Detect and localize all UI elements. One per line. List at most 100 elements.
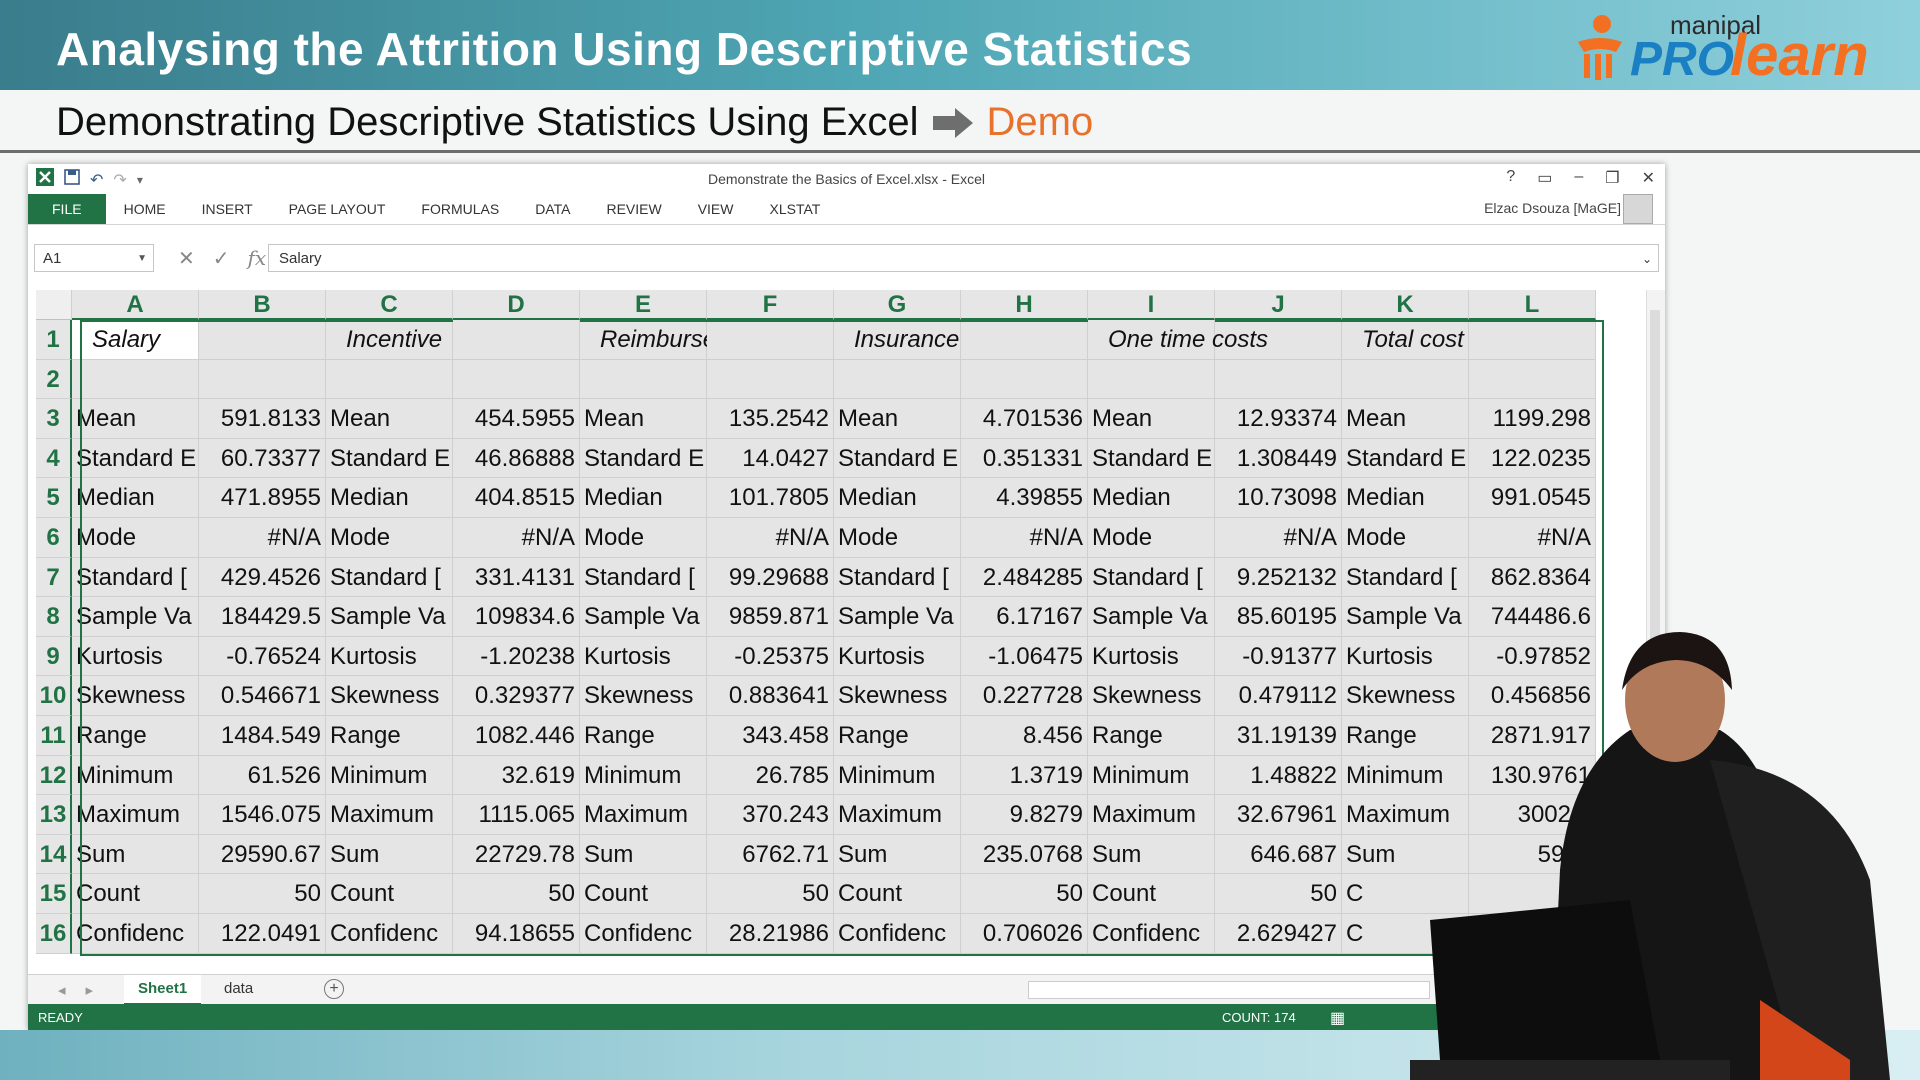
- select-all-corner[interactable]: [36, 290, 72, 320]
- cell[interactable]: Median: [1342, 478, 1469, 518]
- cell[interactable]: 1.48822: [1215, 755, 1342, 796]
- cell[interactable]: 2.484285: [961, 557, 1088, 598]
- cell[interactable]: Median: [1088, 478, 1215, 518]
- cell[interactable]: 0.706026: [961, 913, 1088, 954]
- undo-icon[interactable]: ↶: [90, 171, 104, 189]
- column-header-l[interactable]: L: [1469, 290, 1596, 320]
- cell[interactable]: 46.86888: [453, 438, 580, 479]
- cell[interactable]: Sum: [1088, 834, 1215, 875]
- cell[interactable]: 0.546671: [199, 676, 326, 716]
- scroll-thumb[interactable]: [1650, 310, 1660, 870]
- cell[interactable]: 235.0768: [961, 834, 1088, 875]
- cell[interactable]: 0.883641: [707, 676, 834, 716]
- cell[interactable]: Standard E: [1088, 438, 1215, 479]
- customize-qat-icon[interactable]: ▾: [136, 172, 143, 187]
- cell[interactable]: [453, 359, 580, 400]
- cell[interactable]: Mode: [834, 517, 961, 558]
- restore-icon[interactable]: ❐: [1605, 170, 1620, 187]
- cell[interactable]: [199, 320, 326, 360]
- column-header-a[interactable]: A: [72, 290, 199, 320]
- cell[interactable]: 9.252132: [1215, 557, 1342, 598]
- cell[interactable]: Kurtosis: [1342, 636, 1469, 677]
- redo-icon[interactable]: ↷: [113, 171, 127, 189]
- cell[interactable]: 404.8515: [453, 478, 580, 518]
- cell[interactable]: [72, 359, 199, 400]
- cell[interactable]: Mean: [580, 399, 707, 439]
- cell[interactable]: #N/A: [707, 517, 834, 558]
- cell[interactable]: 109834.6: [453, 597, 580, 637]
- cell[interactable]: Sum: [1342, 834, 1469, 875]
- row-header[interactable]: 1: [36, 320, 72, 360]
- cell[interactable]: 32.619: [453, 755, 580, 796]
- column-header-g[interactable]: G: [834, 290, 961, 320]
- cell[interactable]: Skewness: [1088, 676, 1215, 716]
- column-header-i[interactable]: I: [1088, 290, 1215, 320]
- cell[interactable]: 50: [199, 874, 326, 914]
- cell[interactable]: Mode: [1342, 517, 1469, 558]
- cell[interactable]: [199, 359, 326, 400]
- cell[interactable]: Mean: [1342, 399, 1469, 439]
- tab-home[interactable]: HOME: [123, 201, 166, 217]
- row-header[interactable]: 15: [36, 874, 72, 914]
- cell[interactable]: 28.21986: [707, 913, 834, 954]
- cell[interactable]: 1199.298: [1469, 399, 1596, 439]
- cell[interactable]: 0.329377: [453, 676, 580, 716]
- cell[interactable]: 744486.6: [1469, 597, 1596, 637]
- cell[interactable]: C: [1342, 874, 1469, 914]
- cell[interactable]: Minimum: [834, 755, 961, 796]
- cell[interactable]: Minimum: [326, 755, 453, 796]
- cell[interactable]: 2871.917: [1469, 715, 1596, 756]
- expand-formula-icon[interactable]: ⌄: [1641, 252, 1652, 266]
- account-name[interactable]: Elzac Dsouza [MaGE]: [1484, 200, 1621, 216]
- cell[interactable]: 343.458: [707, 715, 834, 756]
- cell[interactable]: 94.18655: [453, 913, 580, 954]
- row-header[interactable]: 5: [36, 478, 72, 518]
- row-header[interactable]: 4: [36, 438, 72, 479]
- column-header-c[interactable]: C: [326, 290, 453, 320]
- cell[interactable]: [1469, 359, 1596, 400]
- cell[interactable]: Skewness: [72, 676, 199, 716]
- cell[interactable]: 862.8364: [1469, 557, 1596, 598]
- cell[interactable]: Standard E: [580, 438, 707, 479]
- cell[interactable]: Skewness: [580, 676, 707, 716]
- cell[interactable]: 135.2542: [707, 399, 834, 439]
- cell[interactable]: 591.8133: [199, 399, 326, 439]
- cell[interactable]: 101.7805: [707, 478, 834, 518]
- chevron-down-icon[interactable]: ▼: [137, 253, 147, 264]
- cell[interactable]: 1.3719: [961, 755, 1088, 796]
- cell[interactable]: #N/A: [199, 517, 326, 558]
- cell[interactable]: Count: [72, 874, 199, 914]
- cell[interactable]: 4.39855: [961, 478, 1088, 518]
- cell[interactable]: Standard [: [326, 557, 453, 598]
- sheet-tab-sheet1[interactable]: Sheet1: [124, 975, 202, 1006]
- normal-view-icon[interactable]: ▦: [1330, 1010, 1346, 1027]
- cell[interactable]: Standard E: [834, 438, 961, 479]
- cell[interactable]: #N/A: [1469, 517, 1596, 558]
- cell[interactable]: 29590.67: [199, 834, 326, 875]
- cell[interactable]: 61.526: [199, 755, 326, 796]
- minimize-icon[interactable]: –: [1574, 168, 1584, 185]
- tab-page-layout[interactable]: PAGE LAYOUT: [288, 201, 386, 217]
- save-icon[interactable]: [64, 169, 80, 190]
- cell[interactable]: 31.19139: [1215, 715, 1342, 756]
- cell[interactable]: [707, 320, 834, 360]
- cell[interactable]: [1088, 359, 1215, 400]
- cell[interactable]: Range: [834, 715, 961, 756]
- cell[interactable]: Sample Va: [1088, 597, 1215, 637]
- cell[interactable]: Mode: [326, 517, 453, 558]
- cell[interactable]: Kurtosis: [834, 636, 961, 677]
- cell[interactable]: 6762.71: [707, 834, 834, 875]
- cell[interactable]: 1484.549: [199, 715, 326, 756]
- cell[interactable]: Kurtosis: [72, 636, 199, 677]
- cell[interactable]: [707, 359, 834, 400]
- cell[interactable]: Sample Va: [1342, 597, 1469, 637]
- enter-icon[interactable]: ✓: [212, 247, 230, 270]
- add-sheet-icon[interactable]: +: [324, 979, 344, 999]
- cell[interactable]: Median: [834, 478, 961, 518]
- cell[interactable]: #N/A: [1215, 517, 1342, 558]
- cell[interactable]: Mode: [1088, 517, 1215, 558]
- cell[interactable]: Standard [: [1088, 557, 1215, 598]
- ribbon-display-icon[interactable]: ▭: [1537, 170, 1553, 187]
- cell[interactable]: Maximum: [72, 795, 199, 835]
- cell[interactable]: Minimum: [1342, 755, 1469, 796]
